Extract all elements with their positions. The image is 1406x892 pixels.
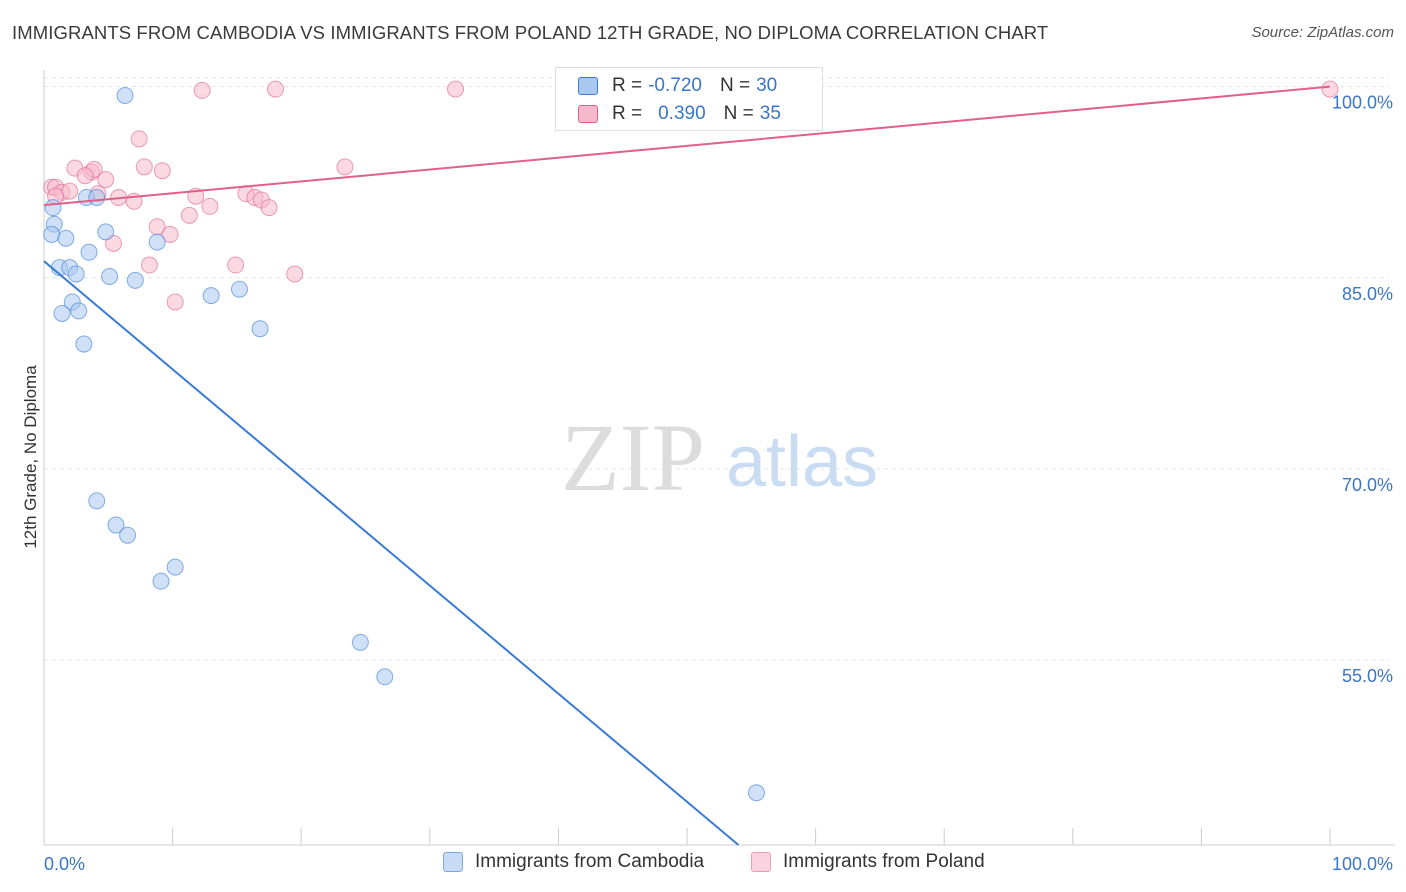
grid-lines (44, 77, 1390, 661)
cambodia-point (119, 526, 137, 544)
poland-point (166, 293, 184, 311)
poland-point (260, 199, 278, 217)
cambodia-point (67, 265, 85, 283)
cambodia-point (152, 572, 170, 590)
legend-swatch-cambodia (443, 852, 463, 872)
cambodia-point (57, 229, 75, 247)
poland-point (161, 225, 179, 243)
cambodia-point (116, 86, 134, 104)
poland-point (140, 256, 158, 274)
poland-point (76, 167, 94, 185)
y-tick-label: 100.0% (1332, 93, 1393, 113)
x-tick-label: 0.0% (44, 854, 85, 874)
legend-n-label: N = (723, 103, 754, 124)
cambodia-point (53, 304, 71, 322)
cambodia-point (101, 267, 119, 285)
series-legend: Immigrants from Cambodia Immigrants from… (0, 851, 1406, 877)
poland-point (153, 162, 171, 180)
cambodia-point (202, 287, 220, 305)
legend-r-value: -0.720 (648, 75, 702, 96)
poland-point (336, 158, 354, 176)
poland-points (43, 80, 1339, 311)
legend-item-cambodia: Immigrants from Cambodia (443, 851, 704, 873)
watermark-atlas: atlas (726, 422, 878, 502)
legend-swatch-cambodia (578, 77, 598, 95)
cambodia-point (44, 199, 62, 217)
poland-point (97, 171, 115, 189)
poland-point (1321, 80, 1339, 98)
source-label: Source: ZipAtlas.com (1251, 24, 1394, 41)
legend-n-label: N = (719, 75, 751, 96)
poland-point (286, 265, 304, 283)
legend-swatch-poland (578, 105, 598, 123)
correlation-legend: R = -0.720 N = 30 R = 0.390 N = 35 (555, 67, 823, 131)
cambodia-point (126, 271, 144, 289)
cambodia-point (43, 225, 61, 243)
legend-n-value: 35 (759, 103, 781, 124)
cambodia-point (70, 302, 88, 320)
cambodia-point (97, 223, 115, 241)
cambodia-point (75, 335, 93, 353)
cambodia-point (166, 558, 184, 576)
watermark-zip: ZIP (561, 404, 705, 511)
legend-row-cambodia: R = -0.720 N = 30 (578, 73, 777, 99)
legend-item-poland: Immigrants from Poland (751, 851, 985, 873)
poland-point (135, 158, 153, 176)
cambodia-points (43, 86, 765, 802)
legend-label-cambodia: Immigrants from Cambodia (475, 851, 705, 872)
cambodia-point (80, 243, 98, 261)
cambodia-point (230, 280, 248, 298)
cambodia-point (747, 784, 765, 802)
cambodia-point (376, 668, 394, 686)
poland-point (266, 80, 284, 98)
trend-lines (43, 85, 1331, 846)
y-tick-label: 55.0% (1342, 666, 1393, 686)
legend-n-value: 30 (756, 75, 778, 96)
legend-r-label: R = (612, 103, 643, 124)
poland-point (130, 130, 148, 148)
x-tick-label: 100.0% (1332, 854, 1393, 874)
y-tick-label: 85.0% (1342, 284, 1393, 304)
poland-point (201, 197, 219, 215)
cambodia-point (351, 633, 369, 651)
legend-r-value: 0.390 (658, 103, 706, 124)
poland-trend-line (43, 85, 1331, 207)
cambodia-point (88, 492, 106, 510)
poland-point (61, 182, 79, 200)
cambodia-point (251, 320, 269, 338)
watermark: ZIP atlas (561, 404, 878, 511)
cambodia-trend-line (43, 260, 740, 846)
cambodia-point (148, 233, 166, 251)
tick-labels: 55.0% 70.0% 85.0% 100.0% 0.0% 100.0% (44, 93, 1393, 874)
legend-row-poland: R = 0.390 N = 35 (578, 101, 781, 127)
y-tick-label: 70.0% (1342, 475, 1393, 495)
cambodia-point (88, 188, 106, 206)
legend-r-label: R = (612, 75, 643, 96)
poland-point (447, 80, 465, 98)
cambodia-point (107, 516, 125, 534)
axes (43, 70, 1395, 846)
legend-swatch-poland (751, 852, 771, 872)
poland-point (193, 81, 211, 99)
poland-point (180, 206, 198, 224)
chart-title: IMMIGRANTS FROM CAMBODIA VS IMMIGRANTS F… (12, 22, 1049, 43)
legend-label-poland: Immigrants from Poland (783, 851, 985, 872)
poland-point (227, 256, 245, 274)
